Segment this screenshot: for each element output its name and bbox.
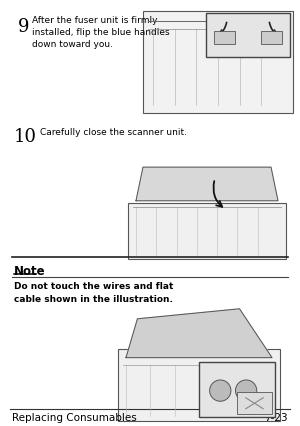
Bar [261, 32, 282, 45]
Text: Do not touch the wires and flat
cable shown in the illustration.: Do not touch the wires and flat cable sh… [14, 281, 173, 303]
Circle shape [236, 380, 257, 401]
Bar [206, 14, 290, 58]
Bar [118, 349, 280, 421]
Circle shape [210, 380, 231, 401]
Text: 7-23: 7-23 [264, 412, 288, 422]
Text: Replacing Consumables: Replacing Consumables [12, 412, 137, 422]
Bar [199, 362, 275, 417]
Text: Carefully close the scanner unit.: Carefully close the scanner unit. [40, 128, 187, 137]
Bar [237, 392, 272, 414]
Text: After the fuser unit is firmly
installed, flip the blue handles
down toward you.: After the fuser unit is firmly installed… [32, 16, 169, 49]
Polygon shape [126, 309, 272, 358]
Bar [128, 204, 286, 259]
Text: 10: 10 [14, 128, 37, 146]
Text: Note: Note [14, 265, 46, 277]
Polygon shape [136, 168, 278, 201]
Bar [143, 12, 293, 114]
Bar [214, 32, 236, 45]
Text: 9: 9 [18, 18, 29, 36]
